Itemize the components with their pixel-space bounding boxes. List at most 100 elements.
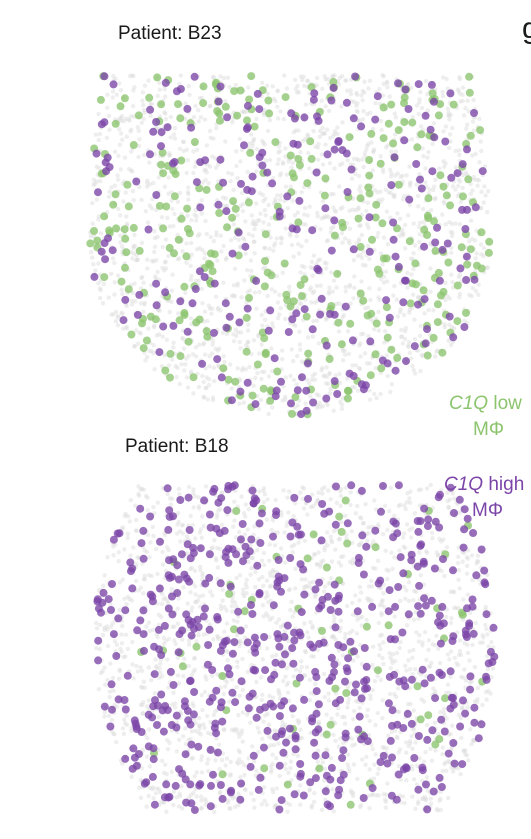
c1q-high-point — [458, 160, 467, 169]
background-cell — [120, 525, 126, 530]
background-cell — [474, 561, 479, 566]
background-cell — [114, 642, 120, 647]
c1q-low-point — [477, 264, 486, 273]
background-cell — [441, 129, 446, 134]
background-cell — [350, 363, 355, 368]
background-cell — [237, 401, 242, 406]
c1q-high-point — [115, 529, 124, 538]
background-cell — [197, 232, 202, 237]
background-cell — [202, 256, 207, 261]
c1q-high-point — [157, 690, 166, 699]
background-cell — [326, 108, 332, 114]
background-cell — [252, 524, 257, 529]
background-cell — [458, 772, 463, 777]
background-cell — [270, 321, 275, 326]
background-cell — [371, 539, 376, 544]
background-cell — [338, 736, 343, 741]
c1q-high-point — [169, 512, 177, 521]
c1q-high-point — [223, 113, 232, 122]
c1q-high-point — [312, 168, 321, 177]
c1q-high-point — [100, 72, 109, 81]
background-cell — [447, 145, 452, 151]
background-cell — [116, 177, 121, 182]
background-cell — [343, 289, 348, 294]
background-cell — [420, 796, 425, 801]
background-cell — [441, 706, 447, 712]
c1q-high-point — [249, 751, 258, 760]
c1q-high-point — [255, 153, 264, 162]
background-cell — [355, 388, 361, 393]
c1q-high-point — [437, 783, 446, 791]
background-cell — [174, 374, 179, 380]
background-cell — [438, 807, 443, 813]
background-cell — [259, 342, 264, 347]
c1q-high-point — [376, 758, 385, 767]
background-cell — [254, 169, 259, 174]
background-cell — [379, 602, 385, 607]
background-cell — [144, 184, 150, 189]
background-cell — [454, 605, 459, 610]
background-cell — [429, 208, 434, 213]
background-cell — [176, 681, 182, 686]
c1q-low-point — [174, 100, 182, 109]
background-cell — [263, 713, 268, 718]
c1q-low-point — [330, 231, 339, 240]
c1q-high-point — [239, 557, 247, 566]
c1q-low-point — [117, 277, 126, 286]
c1q-high-point — [339, 746, 348, 755]
c1q-low-point — [283, 296, 292, 304]
c1q-low-point — [464, 175, 473, 184]
background-cell — [196, 119, 201, 124]
background-cell — [410, 794, 415, 799]
c1q-low-point — [145, 93, 154, 102]
background-cell — [359, 516, 364, 521]
c1q-high-point — [195, 781, 204, 790]
background-cell — [459, 674, 464, 680]
background-cell — [139, 275, 144, 281]
background-cell — [141, 107, 147, 113]
background-cell — [189, 608, 194, 614]
c1q-high-point — [344, 654, 353, 663]
background-cell — [226, 170, 231, 176]
background-cell — [338, 563, 344, 568]
background-cell — [338, 399, 343, 405]
background-cell — [408, 500, 413, 505]
background-cell — [375, 558, 381, 563]
background-cell — [404, 668, 409, 673]
background-cell — [351, 790, 356, 796]
background-cell — [143, 209, 148, 214]
background-cell — [252, 239, 257, 244]
background-cell — [156, 622, 162, 627]
background-cell — [260, 192, 265, 197]
background-cell — [180, 734, 186, 739]
background-cell — [163, 259, 168, 264]
c1q-high-point — [394, 481, 403, 490]
background-cell — [417, 232, 422, 237]
background-cell — [321, 131, 327, 136]
background-cell — [260, 138, 265, 143]
background-cell — [199, 286, 204, 292]
background-cell — [421, 759, 427, 764]
background-cell — [116, 550, 122, 555]
background-cell — [191, 170, 196, 176]
c1q-high-point — [266, 699, 275, 708]
background-cell — [419, 124, 424, 129]
background-cell — [293, 323, 298, 328]
c1q-low-point — [371, 543, 380, 552]
background-cell — [355, 92, 360, 97]
background-cell — [304, 584, 309, 589]
background-cell — [318, 227, 323, 232]
c1q-high-point — [331, 623, 340, 632]
background-cell — [361, 164, 366, 170]
background-cell — [216, 162, 221, 167]
background-cell — [271, 243, 277, 248]
background-cell — [262, 245, 267, 250]
background-cell — [320, 491, 325, 496]
background-cell — [308, 504, 314, 510]
background-cell — [312, 371, 318, 376]
background-cell — [141, 116, 146, 122]
background-cell — [481, 635, 486, 640]
background-cell — [125, 535, 130, 541]
background-cell — [228, 238, 234, 243]
background-cell — [446, 114, 451, 119]
